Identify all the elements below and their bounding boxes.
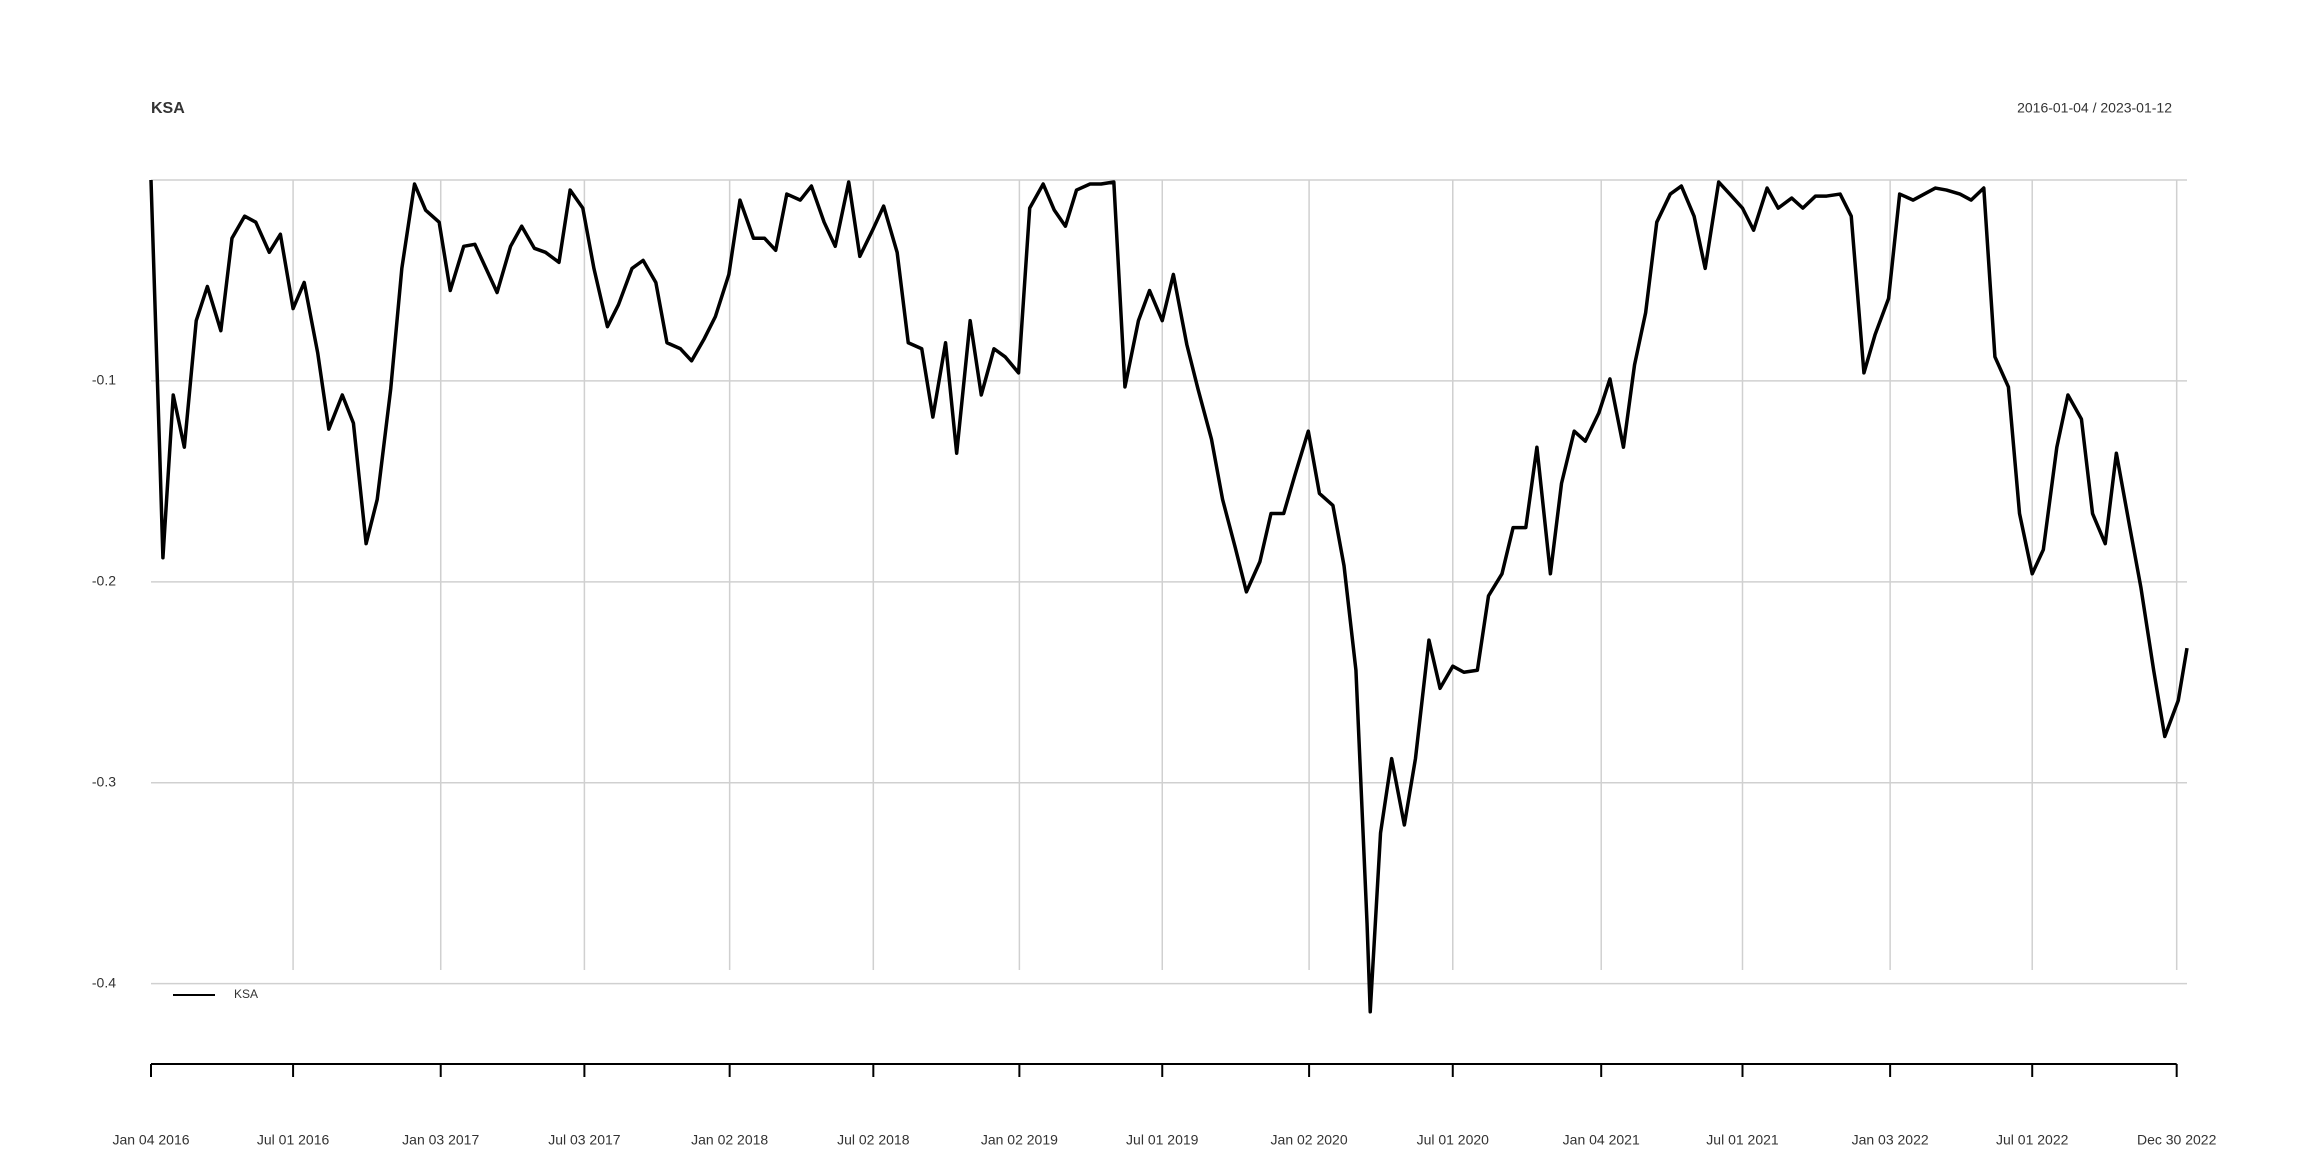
x-tick-label: Jan 04 2021 [1563,1132,1640,1148]
date-range: 2016-01-04 / 2023-01-12 [2017,100,2172,116]
x-tick-label: Jul 01 2021 [1706,1132,1779,1148]
x-tick-label: Dec 30 2022 [2137,1132,2217,1148]
x-tick-label: Jul 01 2016 [257,1132,330,1148]
x-tick-label: Jul 01 2020 [1417,1132,1490,1148]
x-tick-label: Jan 02 2020 [1271,1132,1348,1148]
y-tick-label: -0.2 [92,573,116,589]
x-tick-label: Jan 02 2019 [981,1132,1058,1148]
x-tick-label: Jul 03 2017 [548,1132,621,1148]
series-line [149,179,2189,1014]
x-tick-label: Jan 03 2022 [1852,1132,1929,1148]
y-tick-label: -0.4 [92,974,116,990]
x-tick-label: Jul 02 2018 [837,1132,910,1148]
y-tick-label: -0.3 [92,773,116,789]
chart-title: KSA [151,100,185,117]
x-tick-label: Jul 01 2022 [1996,1132,2069,1148]
legend-label: KSA [234,987,258,1001]
x-tick-label: Jan 02 2018 [691,1132,768,1148]
y-tick-label: -0.1 [92,372,116,388]
x-tick-label: Jul 01 2019 [1126,1132,1199,1148]
x-tick-label: Jan 03 2017 [402,1132,479,1148]
x-tick-label: Jan 04 2016 [112,1132,189,1148]
